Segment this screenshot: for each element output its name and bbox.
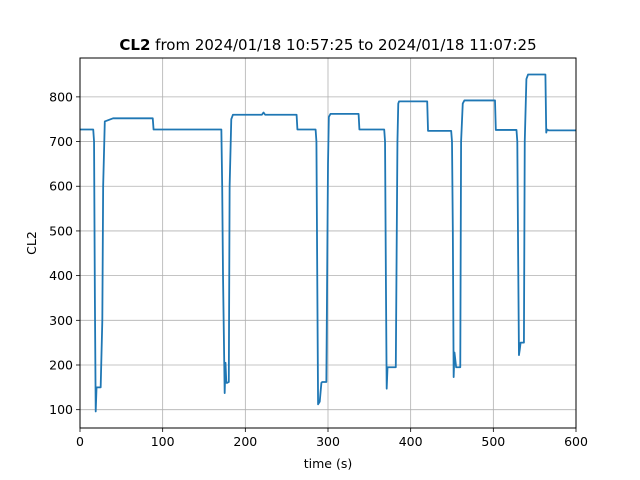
chart-title: CL2 from 2024/01/18 10:57:25 to 2024/01/… <box>119 36 536 54</box>
y-axis-label: CL2 <box>24 231 39 255</box>
y-tick-label-4: 500 <box>49 223 73 238</box>
x-axis-ticks: 0 100 200 300 400 500 600 <box>76 428 588 449</box>
x-tick-label-5: 500 <box>481 434 505 449</box>
x-tick-label-0: 0 <box>76 434 84 449</box>
y-tick-label-1: 200 <box>49 357 73 372</box>
chart-title-bold: CL2 <box>119 36 150 54</box>
y-tick-label-7: 800 <box>49 89 73 104</box>
y-tick-label-6: 700 <box>49 134 73 149</box>
series-layer <box>80 73 576 413</box>
y-tick-label-2: 300 <box>49 313 73 328</box>
x-tick-label-4: 400 <box>399 434 423 449</box>
y-tick-label-5: 600 <box>49 179 73 194</box>
y-axis-ticks: 100 200 300 400 500 600 700 800 <box>49 89 80 417</box>
x-tick-label-2: 200 <box>233 434 257 449</box>
series-line-0 <box>80 73 576 413</box>
x-tick-label-3: 300 <box>316 434 340 449</box>
y-tick-label-0: 100 <box>49 402 73 417</box>
y-tick-label-3: 400 <box>49 268 73 283</box>
chart-title-rest: from 2024/01/18 10:57:25 to 2024/01/18 1… <box>150 36 536 54</box>
x-tick-label-6: 600 <box>564 434 588 449</box>
x-tick-label-1: 100 <box>151 434 175 449</box>
x-axis-label: time (s) <box>304 456 352 471</box>
